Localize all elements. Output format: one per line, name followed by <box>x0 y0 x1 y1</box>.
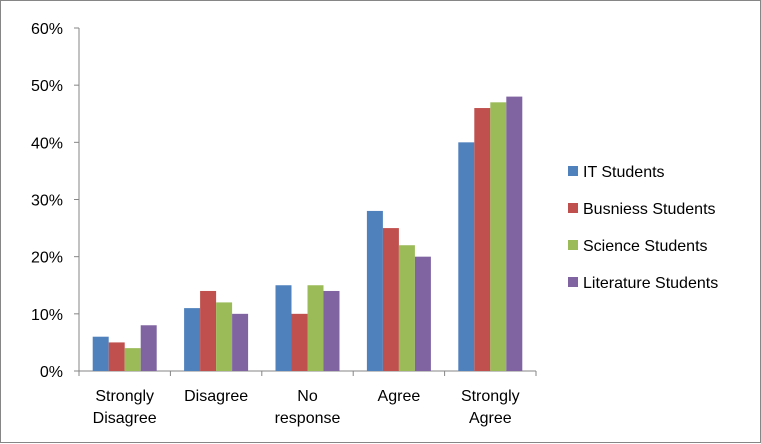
bar <box>307 285 324 371</box>
y-tick-label: 0% <box>40 364 63 381</box>
legend-swatch <box>568 240 578 250</box>
bar <box>506 96 523 371</box>
bar <box>458 142 475 371</box>
bar <box>323 290 340 371</box>
x-category-label: Strongly Disagree <box>93 388 157 427</box>
bar <box>291 313 308 371</box>
legend-label: Literature Students <box>583 275 718 292</box>
bar <box>490 102 507 372</box>
legend: IT Students Busniess Students Science Stud… <box>568 164 718 292</box>
bar <box>474 108 491 372</box>
bar <box>414 256 431 371</box>
bar <box>382 228 399 371</box>
legend-swatch <box>568 203 578 213</box>
legend-swatch <box>568 277 578 287</box>
y-tick-label: 30% <box>31 193 63 210</box>
y-axis-ticks: 0% 10% 20% 30% 40% 50% 60% <box>31 21 79 381</box>
bar <box>108 342 125 371</box>
bars <box>78 96 537 376</box>
bar <box>92 336 109 371</box>
legend-swatch <box>568 166 578 176</box>
bar <box>140 325 157 371</box>
bar <box>200 290 217 371</box>
y-tick-label: 10% <box>31 307 63 324</box>
x-category-label: No response <box>275 388 341 427</box>
bar <box>398 245 415 371</box>
legend-label: IT Students <box>583 164 665 181</box>
x-category-label: Agree <box>378 388 421 405</box>
bar <box>216 302 233 371</box>
bar <box>275 285 292 371</box>
legend-label: Science Students <box>583 238 708 255</box>
legend-label: Busniess Students <box>583 201 716 218</box>
bar <box>124 348 141 371</box>
x-category-label: Disagree <box>184 388 248 405</box>
x-category-label: Strongly Agree <box>461 388 520 427</box>
bar <box>366 210 383 371</box>
y-tick-label: 60% <box>31 21 63 38</box>
y-tick-label: 50% <box>31 78 63 95</box>
x-axis-labels: Strongly Disagree Disagree No response Agree S… <box>93 388 520 427</box>
y-tick-label: 40% <box>31 135 63 152</box>
bar <box>232 313 249 371</box>
y-tick-label: 20% <box>31 250 63 267</box>
bar <box>184 308 201 371</box>
